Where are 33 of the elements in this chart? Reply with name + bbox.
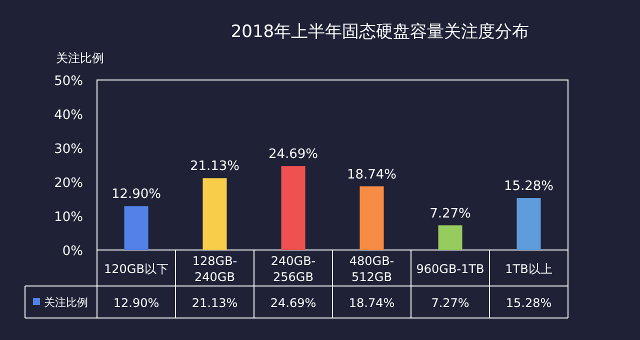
y-tick-label: 20%: [54, 176, 83, 191]
y-tick-label: 50%: [54, 74, 83, 89]
data-label: 21.13%: [192, 296, 238, 310]
x-tick-label: 240GB-256GB: [270, 254, 316, 284]
x-tick-label: 1TB以上: [505, 262, 552, 276]
y-tick-label: 30%: [54, 142, 83, 157]
bar: [281, 166, 306, 250]
data-label: 15.28%: [506, 296, 552, 310]
bar: [202, 178, 227, 250]
text: 关注比例: [44, 296, 88, 309]
data-label: 18.74%: [348, 296, 395, 310]
y-tick-label: 40%: [54, 108, 83, 123]
bar: [516, 198, 541, 250]
bar: [438, 225, 462, 250]
y-axis-title: 关注比例: [56, 51, 104, 65]
data-label: 24.69%: [270, 296, 316, 310]
text: 12.90%: [111, 187, 162, 202]
text: 7.27%: [430, 206, 471, 222]
y-tick-label: 0%: [62, 244, 83, 259]
x-tick-label: 960GB-1TB: [416, 262, 484, 276]
x-tick-label: 128GB-240GB: [192, 254, 238, 284]
text: 18.74%: [346, 167, 397, 182]
data-label: 12.90%: [113, 296, 160, 310]
chart-title: 2018年上半年固态硬盘容量关注度分布: [230, 22, 530, 42]
y-tick-label: 10%: [54, 210, 83, 225]
text: 15.28%: [504, 179, 554, 194]
data-label: 7.27%: [431, 296, 470, 310]
bar: [360, 186, 384, 250]
text: 21.13%: [190, 159, 240, 174]
x-tick-label: 480GB-512GB: [349, 254, 394, 284]
text: 24.69%: [268, 147, 318, 162]
x-tick-label: 120GB以下: [104, 262, 168, 276]
bar: [124, 206, 148, 250]
